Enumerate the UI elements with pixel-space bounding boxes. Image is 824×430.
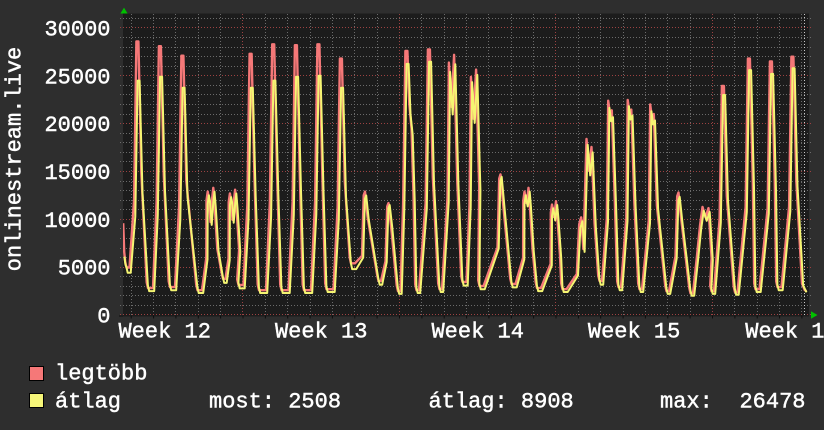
svg-text:Week 15: Week 15 [588,320,680,345]
svg-text:legtöbb: legtöbb [55,362,147,387]
svg-text:onlinestream.live: onlinestream.live [3,47,28,271]
svg-text:20000: 20000 [44,113,110,138]
svg-text:25000: 25000 [44,65,110,90]
svg-text:átlag: átlag [55,390,121,415]
svg-text:Week 16: Week 16 [745,320,824,345]
svg-text:26478: 26478 [739,390,805,415]
svg-text:5000: 5000 [58,257,111,282]
svg-text:30000: 30000 [44,18,110,43]
svg-text:átlag: 8908: átlag: 8908 [429,390,574,415]
svg-text:15000: 15000 [44,161,110,186]
svg-text:10000: 10000 [44,209,110,234]
svg-text:0: 0 [97,305,110,330]
svg-text:Week 12: Week 12 [118,320,210,345]
svg-text:max:: max: [660,390,713,415]
svg-text:most: 2508: most: 2508 [209,390,341,415]
svg-text:Week 14: Week 14 [431,320,523,345]
svg-text:Week 13: Week 13 [275,320,367,345]
